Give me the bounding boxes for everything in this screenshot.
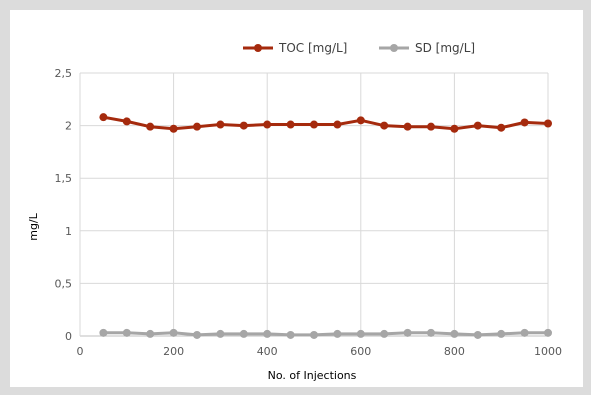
x-tick-label: 1000: [534, 345, 562, 358]
data-point-toc: [263, 120, 272, 129]
data-point-toc: [380, 121, 389, 130]
legend-swatch-marker: [390, 44, 398, 52]
data-point-toc: [427, 122, 435, 131]
data-point-sd: [380, 329, 389, 338]
data-point-toc: [239, 121, 248, 130]
x-tick-label: 400: [257, 345, 278, 358]
data-point-sd: [473, 330, 482, 339]
data-point-toc: [99, 113, 108, 122]
legend-label: SD [mg/L]: [415, 41, 475, 55]
data-point-sd: [356, 329, 365, 338]
data-point-toc: [333, 120, 342, 129]
data-point-sd: [146, 329, 155, 338]
series: [99, 113, 552, 339]
data-point-toc: [356, 116, 365, 125]
line-chart: 0 0,5 1 1,5 2 2,5 0 200 400 600 800 1000 TOC [mg/L]…: [27, 41, 563, 382]
y-tick-label: 2: [65, 120, 72, 133]
data-point-sd: [310, 330, 318, 339]
data-point-toc: [146, 122, 155, 131]
data-point-toc: [216, 120, 225, 129]
chart-frame: 0 0,5 1 1,5 2 2,5 0 200 400 600 800 1000 TOC [mg/L]…: [10, 10, 583, 387]
data-point-toc: [497, 123, 506, 132]
x-axis-label: No. of Injections: [268, 369, 357, 382]
data-point-sd: [497, 329, 506, 338]
y-tick-label: 0,5: [55, 277, 73, 290]
data-point-toc: [310, 120, 318, 129]
y-tick-label: 1: [65, 225, 72, 238]
data-point-toc: [122, 117, 131, 126]
data-point-toc: [286, 120, 295, 129]
data-point-toc: [544, 119, 552, 128]
gridlines: [79, 72, 549, 337]
data-point-sd: [263, 329, 272, 338]
data-point-sd: [450, 329, 459, 338]
y-tick-label: 0: [65, 330, 72, 343]
data-point-sd: [544, 328, 552, 337]
legend-label: TOC [mg/L]: [278, 41, 347, 55]
data-point-sd: [427, 328, 435, 337]
data-point-sd: [286, 330, 295, 339]
data-point-sd: [122, 328, 131, 337]
data-point-sd: [193, 330, 201, 339]
data-point-toc: [450, 124, 459, 133]
data-point-toc: [520, 118, 529, 127]
y-axis-label: mg/L: [27, 212, 40, 240]
data-point-sd: [169, 328, 178, 337]
x-tick-label: 200: [163, 345, 184, 358]
data-point-sd: [99, 328, 108, 337]
legend-swatch-marker: [254, 44, 262, 52]
data-point-sd: [403, 328, 412, 337]
data-point-sd: [520, 328, 529, 337]
data-point-toc: [473, 121, 482, 130]
x-tick-label: 600: [350, 345, 371, 358]
x-tick-label: 800: [444, 345, 465, 358]
data-point-toc: [193, 122, 201, 131]
y-tick-label: 2,5: [55, 67, 73, 80]
data-point-toc: [403, 122, 412, 131]
data-point-toc: [169, 124, 178, 133]
data-point-sd: [239, 329, 248, 338]
axes: 0 0,5 1 1,5 2 2,5 0 200 400 600 800 1000: [55, 67, 563, 358]
y-tick-label: 1,5: [55, 172, 73, 185]
legend: TOC [mg/L] SD [mg/L]: [243, 41, 475, 55]
x-tick-label: 0: [77, 345, 84, 358]
data-point-sd: [216, 329, 225, 338]
data-point-sd: [333, 329, 342, 338]
